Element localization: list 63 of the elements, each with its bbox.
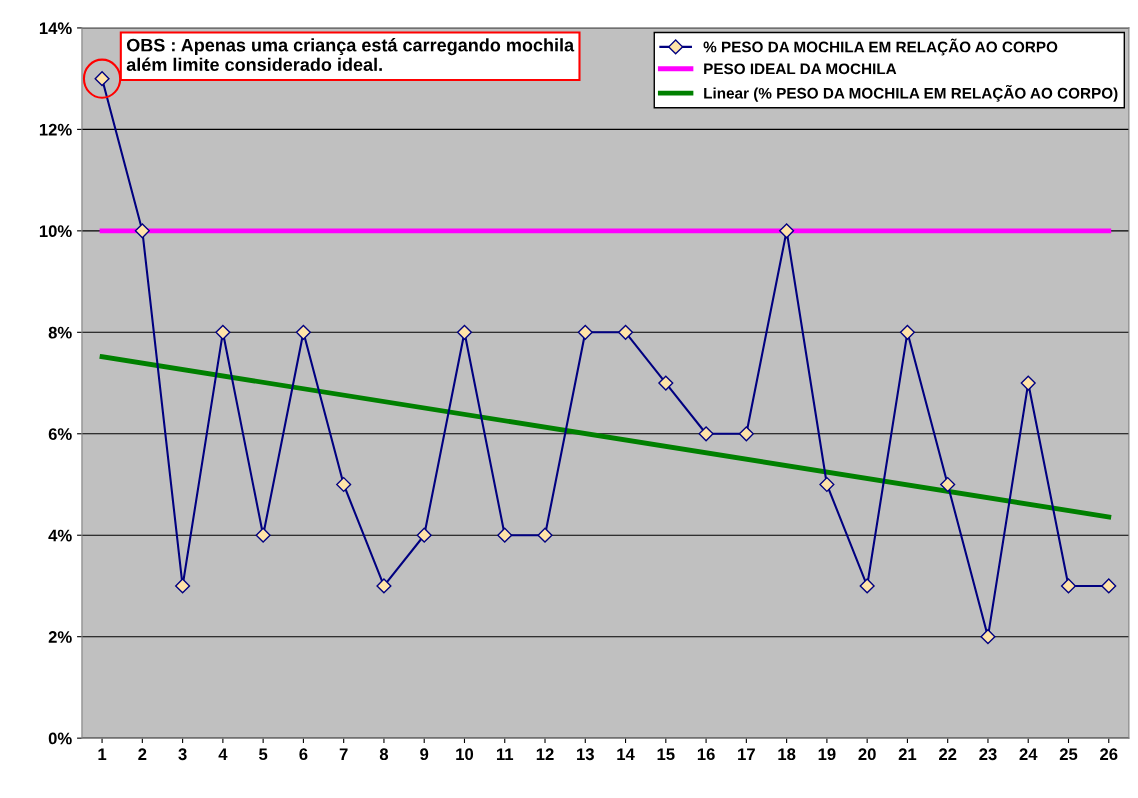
x-tick-label: 10 (456, 748, 474, 761)
point (738, 426, 754, 442)
x-tick-label: 8 (379, 748, 389, 761)
point (819, 476, 835, 493)
x-tick-label: 22 (939, 748, 957, 760)
point (940, 476, 956, 493)
point (779, 223, 795, 239)
x-tick-label: 17 (738, 748, 755, 760)
point (336, 476, 352, 493)
point (497, 527, 513, 543)
x-tick-label: 15 (657, 748, 675, 761)
point (577, 324, 593, 340)
x-tick-label: 24 (1019, 748, 1038, 760)
y-tick-label: 14% (39, 22, 72, 35)
x-tick-label: 23 (979, 748, 997, 761)
x-tick-label: 25 (1059, 748, 1078, 761)
x-tick-label: 5 (259, 748, 268, 761)
x-tick-label: 13 (577, 748, 594, 761)
y-tick-label: 0% (48, 732, 72, 745)
point (215, 324, 231, 340)
x-tick-label: 4 (218, 748, 228, 760)
point (255, 527, 271, 543)
x-tick-label: 3 (178, 748, 187, 761)
y-tick-label: 4% (48, 529, 72, 542)
x-tick-label: 9 (420, 748, 429, 761)
y-tick-label: 12% (39, 123, 72, 136)
x-tick-label: 7 (339, 748, 348, 760)
x-tick-label: 20 (858, 748, 876, 761)
point (658, 375, 674, 391)
point (859, 578, 875, 594)
legend-label: Linear (% PESO DA MOCHILA EM RELAÇÃO AO CORPO) (704, 84, 1118, 102)
x-tick-label: 12 (536, 748, 554, 760)
point (617, 324, 634, 340)
point (175, 578, 191, 594)
x-tick-label: 19 (818, 748, 836, 761)
point (456, 324, 473, 340)
point (899, 324, 915, 340)
point (134, 223, 150, 239)
y-tick-label: 10% (39, 225, 72, 238)
point (1101, 578, 1117, 594)
x-tick-label: 1 (98, 748, 107, 760)
y-tick-label: 6% (48, 428, 72, 440)
y-tick-label: 8% (48, 326, 72, 339)
x-tick-label: 11 (496, 748, 514, 760)
x-tick-label: 18 (778, 748, 796, 761)
x-tick-label: 21 (898, 748, 917, 760)
legend-label: PESO IDEAL DA MOCHILA (704, 63, 897, 75)
x-tick-label: 2 (138, 748, 147, 760)
point (376, 578, 392, 594)
point (1020, 375, 1036, 391)
point (537, 527, 553, 543)
point (1060, 578, 1077, 594)
point (980, 629, 996, 645)
point (416, 527, 432, 543)
x-tick-label: 14 (617, 748, 635, 760)
y-tick-label: 2% (48, 631, 72, 643)
annotation: OBS : Apenas uma criança está carregando mochila além limite considerado ideal. (126, 38, 575, 72)
point (698, 426, 714, 442)
legend-label: % PESO DA MOCHILA EM RELAÇÃO AO CORPO (703, 38, 1058, 56)
x-tick-label: 6 (299, 748, 308, 761)
x-tick-label: 16 (697, 748, 715, 761)
x-tick-label: 26 (1100, 748, 1118, 761)
point (295, 324, 311, 340)
